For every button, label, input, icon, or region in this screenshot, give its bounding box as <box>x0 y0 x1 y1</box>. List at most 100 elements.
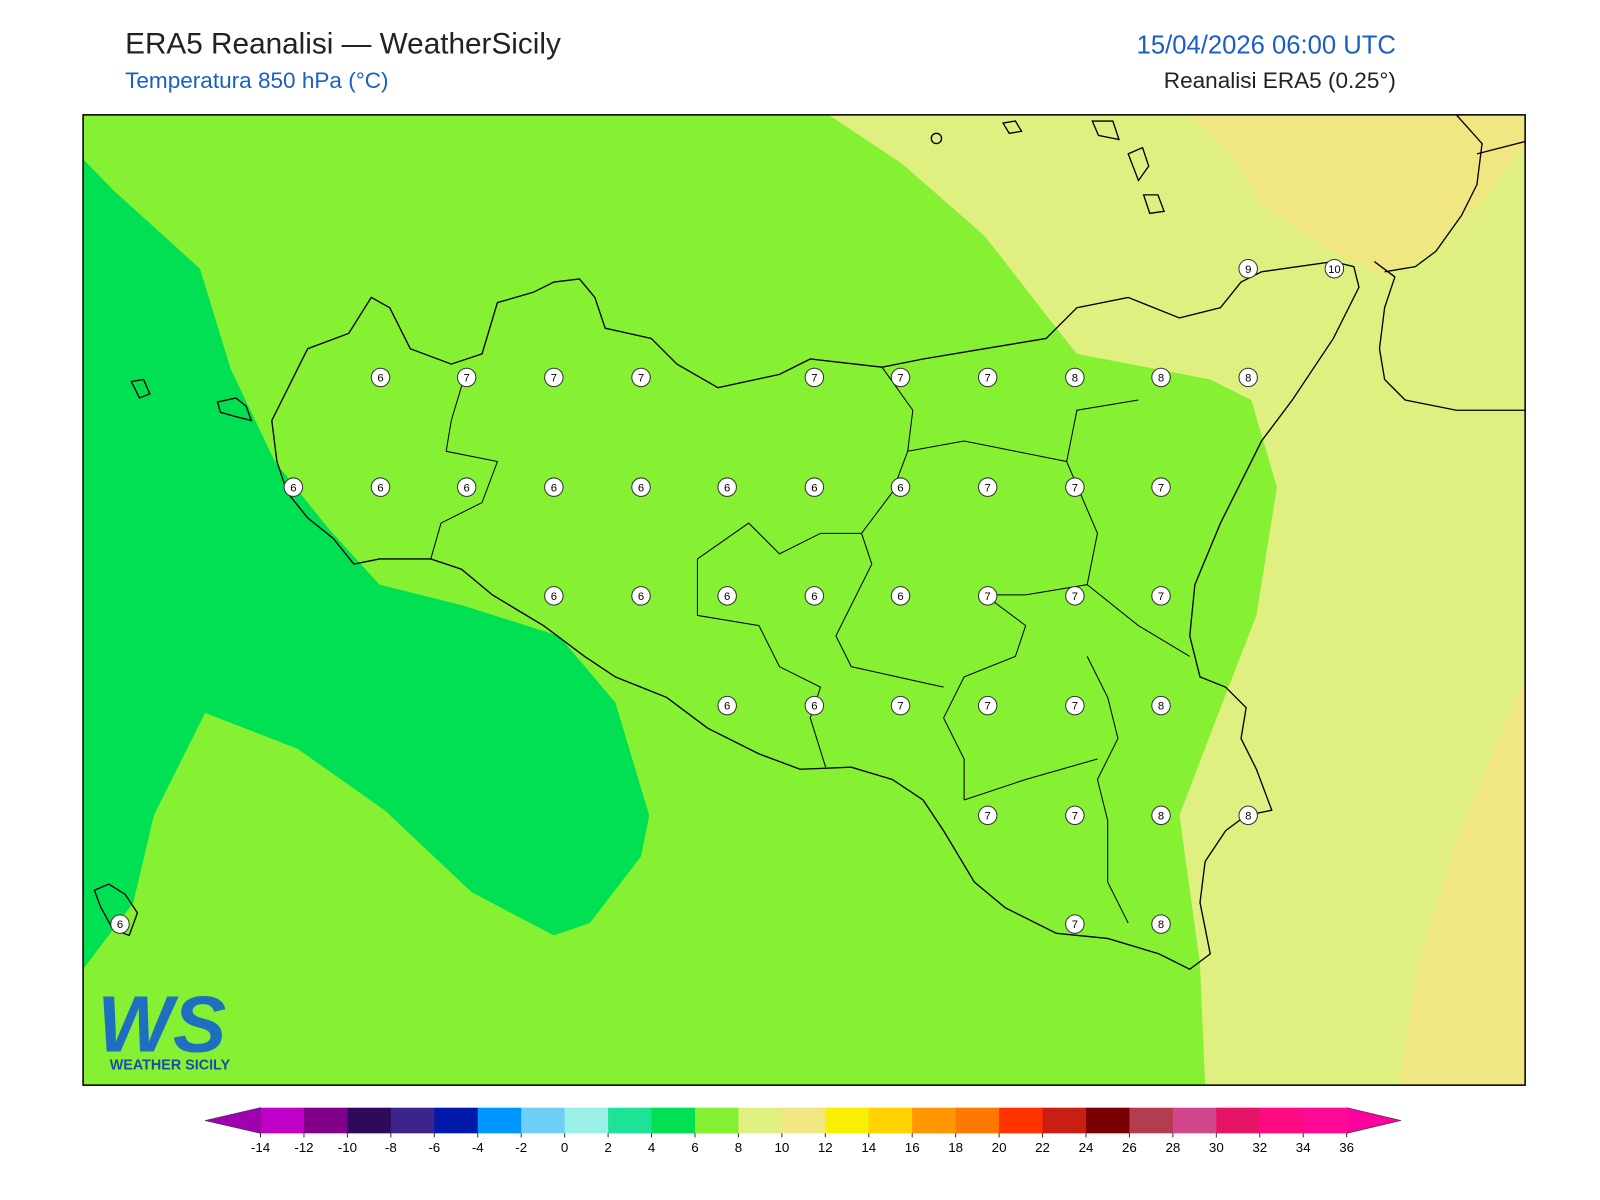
map: 6 7 7 7 7 7 7 8 8 8 9 10 6 6 6 6 6 6 6 6 7 7 7 6 6 6 6 6 7 7 7 6 6 7 7 7 8 7 7… <box>83 114 1526 1086</box>
station-value: 6 <box>290 482 296 494</box>
station-marker <box>977 367 998 388</box>
subtitle: Temperatura 850 hPa (°C) <box>125 68 388 93</box>
colorbar-segment <box>1172 1107 1217 1134</box>
station-marker <box>977 586 998 606</box>
station-marker <box>804 586 825 606</box>
colorbar: -14 -12 -10 -8 -6 -4 -2 0 2 4 6 8 10 12 14 16 18 20 22 24 26… <box>205 1107 1402 1155</box>
station-marker <box>717 477 737 497</box>
station-value: 7 <box>897 701 903 713</box>
colorbar-tick-label: 8 <box>735 1140 742 1155</box>
colorbar-tick-label: -4 <box>472 1140 484 1155</box>
colorbar-tick-label: 0 <box>561 1140 568 1155</box>
station-marker <box>804 477 825 497</box>
colorbar-segment <box>738 1107 783 1134</box>
station-value: 8 <box>1072 373 1078 385</box>
station-marker <box>1151 695 1171 716</box>
coastline <box>271 260 1360 971</box>
station-marker <box>631 367 651 388</box>
colorbar-tick-label: 6 <box>691 1140 698 1155</box>
colorbar-segment <box>651 1107 696 1134</box>
colorbar-segment <box>608 1107 653 1134</box>
station-marker <box>631 477 651 497</box>
station-value: 8 <box>1158 810 1164 822</box>
colorbar-segment <box>564 1107 609 1134</box>
colorbar-tick-label: 34 <box>1296 1140 1311 1155</box>
colorbar-segment <box>1085 1107 1130 1134</box>
colorbar-tick-label: 32 <box>1252 1140 1267 1155</box>
colorbar-tick-label: 26 <box>1122 1140 1137 1155</box>
colorbar-tick-label: 24 <box>1079 1140 1094 1155</box>
colorbar-segment <box>955 1107 1000 1134</box>
station-marker <box>1065 805 1085 826</box>
station-value: 7 <box>1072 591 1078 603</box>
station-marker <box>283 477 304 497</box>
colorbar-tick-label: 14 <box>861 1140 876 1155</box>
station-marker <box>544 367 564 388</box>
source: Reanalisi ERA5 (0.25°) <box>1164 68 1396 93</box>
colorbar-tick-label: -6 <box>428 1140 440 1155</box>
station-marker <box>717 695 737 716</box>
coastline <box>1373 261 1526 411</box>
station-value: 8 <box>1245 373 1251 385</box>
temp-field <box>1189 114 1526 277</box>
station-value: 6 <box>897 482 903 494</box>
colorbar-segment <box>521 1107 566 1134</box>
colorbar-segment <box>999 1107 1044 1134</box>
station-value: 7 <box>985 482 991 494</box>
station-value: 7 <box>985 701 991 713</box>
station-value: 7 <box>1072 919 1078 931</box>
colorbar-segment <box>868 1107 913 1134</box>
colorbar-tick-label: -10 <box>338 1140 357 1155</box>
station-value: 8 <box>1158 373 1164 385</box>
colorbar-tick-label: -14 <box>251 1140 271 1155</box>
station-value: 6 <box>377 373 383 385</box>
station-marker <box>631 586 651 606</box>
station-value: 7 <box>985 810 991 822</box>
station-marker <box>1065 914 1085 934</box>
station-value: 7 <box>985 591 991 603</box>
colorbar-tick-label: 10 <box>774 1140 789 1155</box>
station-marker <box>890 367 911 388</box>
station-marker <box>544 477 564 497</box>
station-marker <box>456 367 477 388</box>
colorbar-segment <box>1042 1107 1087 1134</box>
station-value: 8 <box>1245 810 1251 822</box>
station-marker <box>717 586 737 606</box>
islands <box>93 120 1166 937</box>
station-value: 7 <box>1158 591 1164 603</box>
station-value: 6 <box>724 701 730 713</box>
station-marker <box>1065 695 1085 716</box>
station-value: 7 <box>1158 482 1164 494</box>
map-frame <box>82 114 1526 1086</box>
station-marker <box>1151 586 1171 606</box>
colorbar-segment <box>912 1107 957 1134</box>
station-marker <box>370 477 391 497</box>
station-marker <box>1151 914 1171 934</box>
temp-field <box>1400 676 1526 1086</box>
colorbar-segment <box>1129 1107 1174 1134</box>
colorbar-segment <box>1216 1107 1261 1134</box>
station-marker <box>1238 367 1258 388</box>
logo: WS WEATHER SICILY <box>97 979 230 1073</box>
station-value: 6 <box>464 482 470 494</box>
station-value: 7 <box>638 373 644 385</box>
station-value: 7 <box>897 373 903 385</box>
colorbar-tick-label: 36 <box>1339 1140 1354 1155</box>
station-value: 6 <box>551 591 557 603</box>
colorbar-tick-label: -8 <box>385 1140 397 1155</box>
station-marker <box>1238 805 1258 826</box>
station-value: 6 <box>638 482 644 494</box>
station-value: 6 <box>117 919 123 931</box>
station-marker <box>977 477 998 497</box>
station-value: 7 <box>811 373 817 385</box>
station-value: 6 <box>377 482 383 494</box>
colorbar-tick-label: 20 <box>992 1140 1007 1155</box>
station-marker <box>1324 258 1345 279</box>
station-marker <box>804 367 825 388</box>
colorbar-under <box>205 1107 261 1134</box>
station-marker <box>1065 367 1085 388</box>
province-borders <box>430 366 1191 924</box>
colorbar-tick-label: 12 <box>818 1140 833 1155</box>
station-marker <box>977 695 998 716</box>
